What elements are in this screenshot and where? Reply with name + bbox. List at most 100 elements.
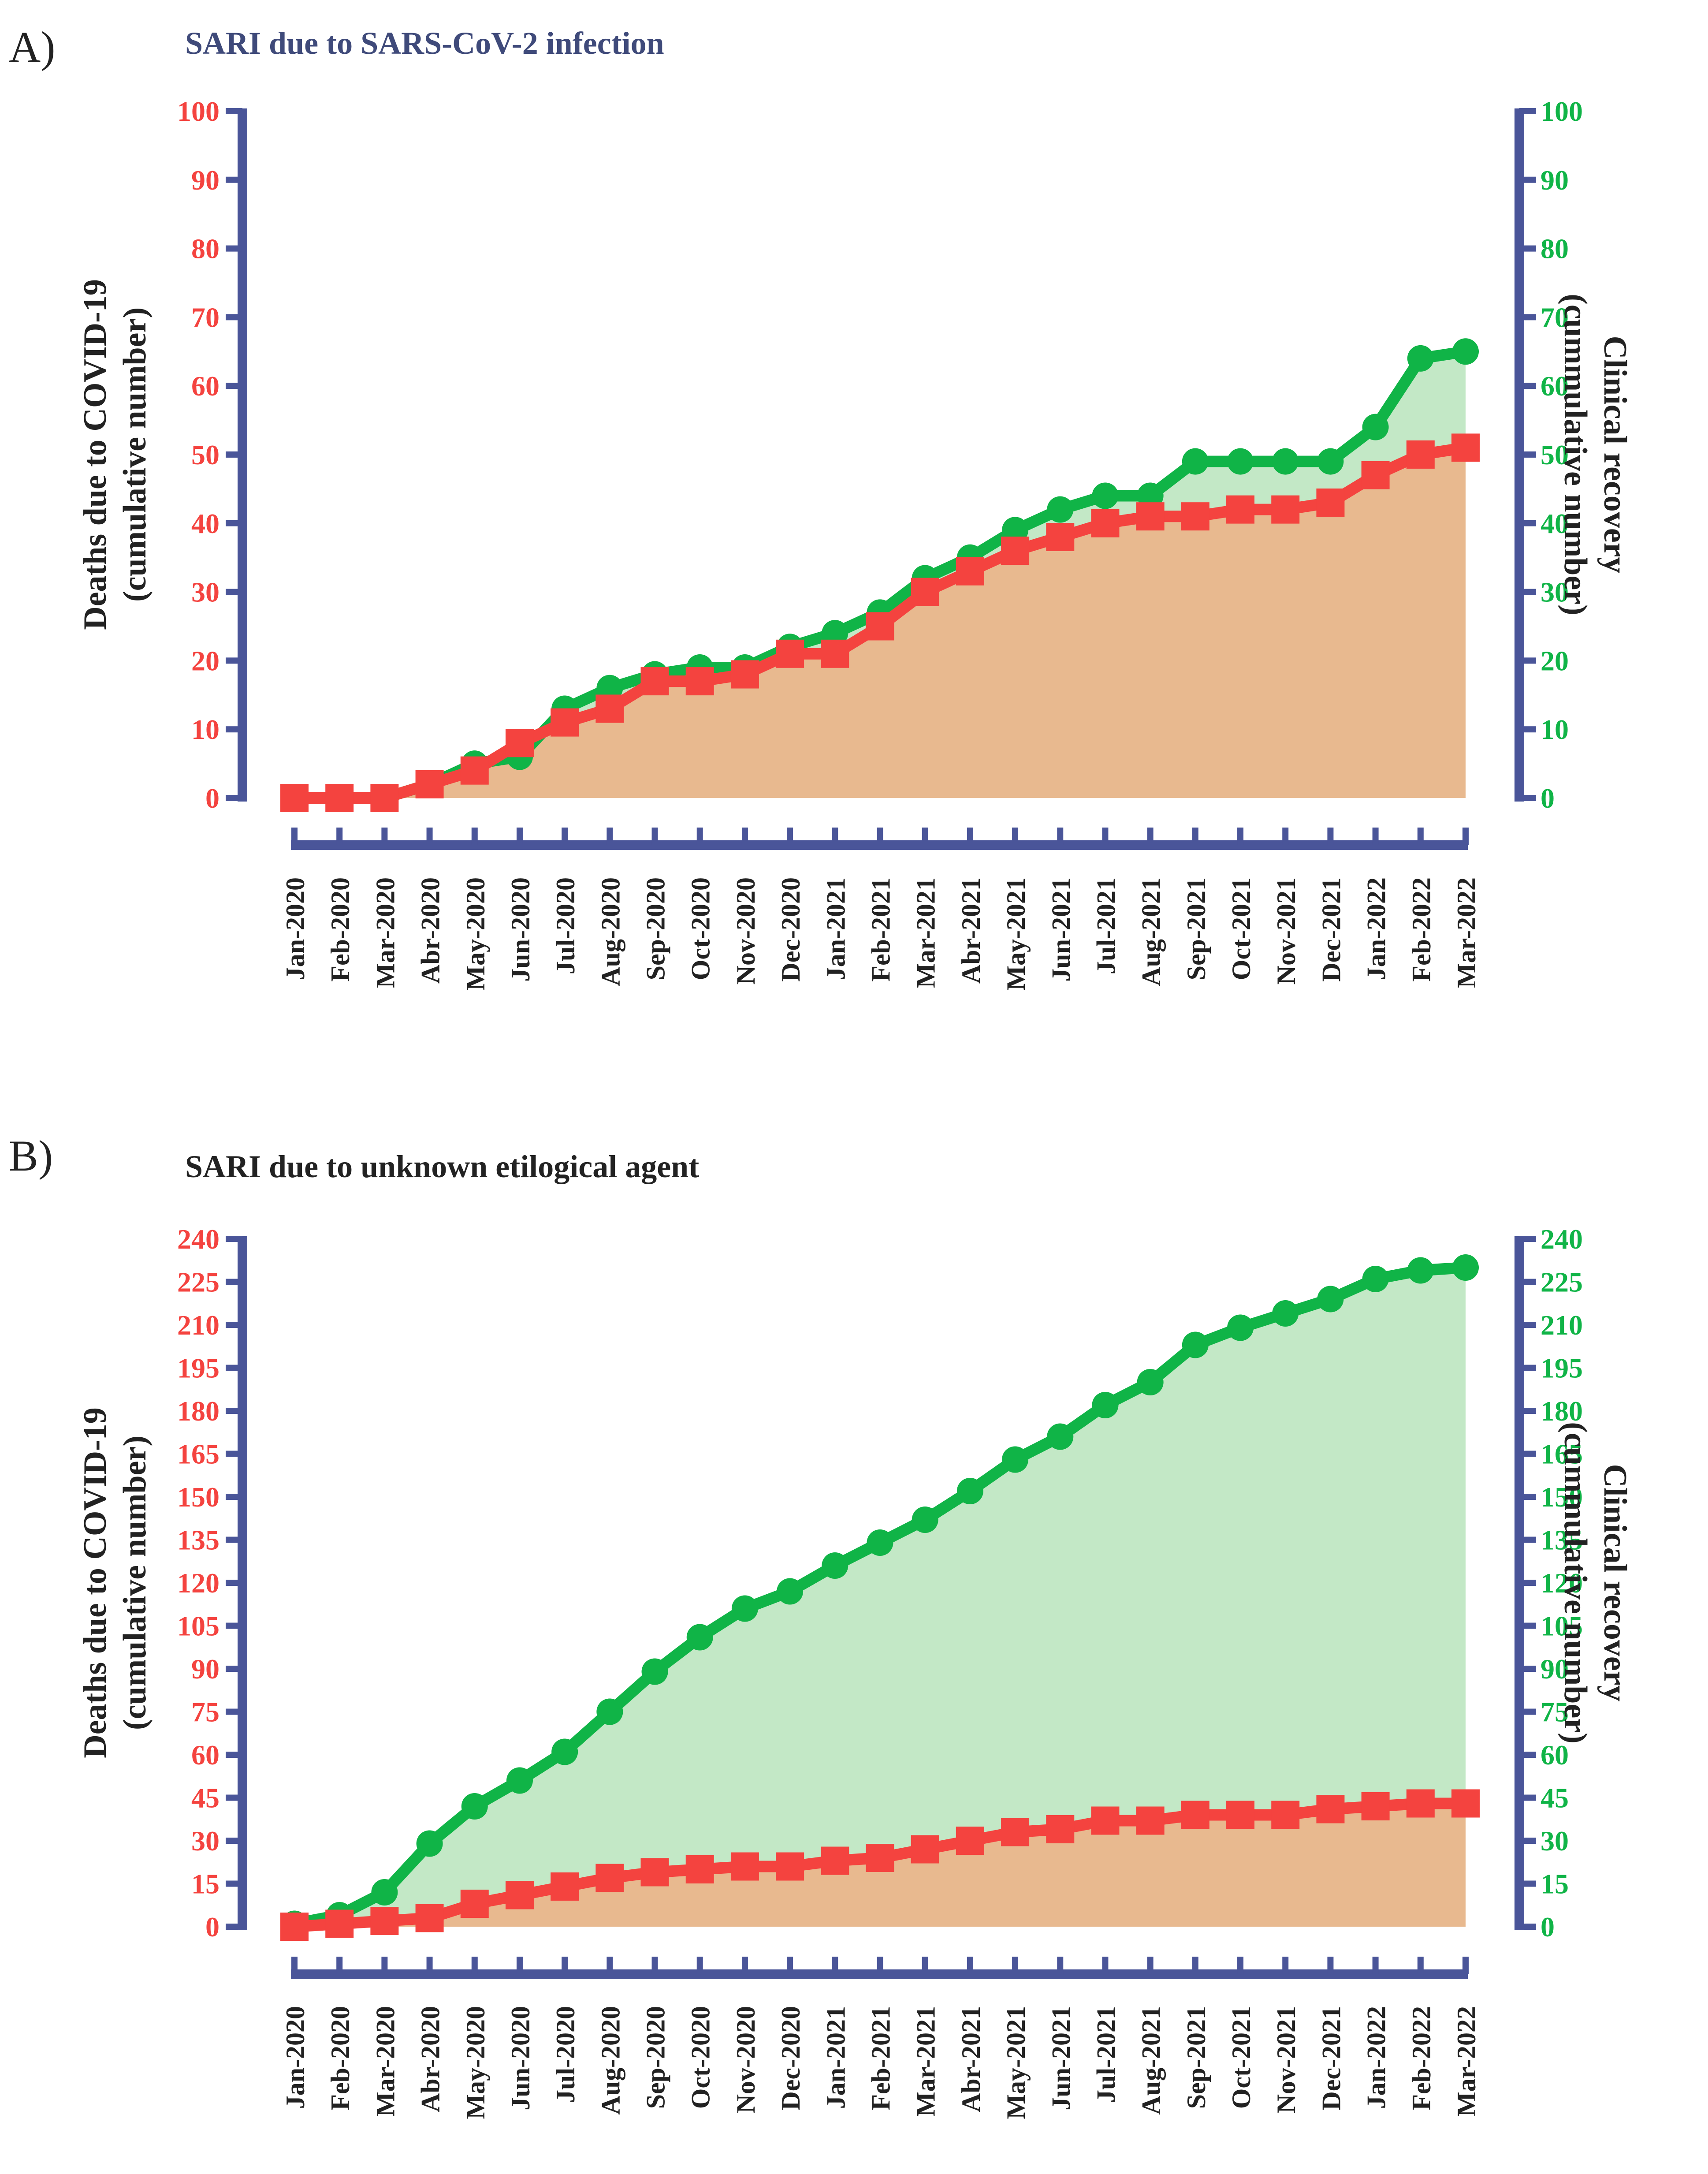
left-y-tick-label: 75: [191, 1697, 220, 1728]
right-y-tick-label: 75: [1541, 1697, 1569, 1728]
x-tick-label: Aug-2020: [596, 877, 625, 986]
left-y-axis-title: Deaths due to COVID-19: [77, 279, 113, 630]
left-y-tick-label: 0: [205, 1911, 220, 1943]
x-tick-label: Jun-2020: [506, 2006, 535, 2111]
x-tick-label: Abr-2020: [416, 2006, 445, 2112]
x-tick-label: Feb-2020: [326, 2006, 355, 2111]
deaths-point: [730, 660, 759, 689]
x-tick-label: Nov-2021: [1272, 877, 1301, 984]
x-tick-label: Sep-2020: [641, 877, 670, 980]
deaths-point: [460, 756, 489, 785]
deaths-point: [911, 578, 939, 606]
left-y-axis-subtitle: (cumulative number): [117, 1436, 153, 1730]
left-y-tick-label: 90: [191, 164, 220, 196]
left-y-tick-label: 150: [177, 1481, 220, 1513]
deaths-point: [685, 667, 714, 696]
deaths-point: [1271, 495, 1300, 524]
right-y-tick-label: 180: [1541, 1395, 1583, 1427]
recovery-point: [1092, 482, 1119, 509]
right-y-tick-label: 165: [1541, 1439, 1583, 1470]
x-tick-label: Mar-2022: [1452, 2006, 1481, 2117]
x-tick-label: Feb-2022: [1407, 2006, 1436, 2111]
recovery-point: [1317, 1286, 1344, 1313]
right-y-tick-label: 210: [1541, 1309, 1583, 1341]
x-tick-label: Jan-2022: [1362, 2006, 1391, 2109]
left-y-tick-label: 15: [191, 1868, 220, 1900]
recovery-point: [1407, 1257, 1434, 1284]
x-tick-label: May-2021: [1001, 877, 1031, 991]
recovery-point: [551, 1738, 578, 1765]
recovery-point: [1227, 448, 1254, 475]
left-y-tick-label: 100: [177, 96, 220, 127]
deaths-point: [866, 1844, 894, 1872]
left-y-tick-label: 50: [191, 439, 220, 470]
recovery-point: [731, 1595, 758, 1622]
panel-label: A): [9, 22, 56, 71]
left-y-tick-label: 20: [191, 645, 220, 676]
deaths-point: [776, 1852, 804, 1881]
deaths-point: [370, 1907, 399, 1935]
deaths-point: [640, 667, 669, 696]
right-y-tick-label: 60: [1541, 1739, 1569, 1771]
recovery-point: [371, 1879, 398, 1906]
recovery-point: [777, 1578, 804, 1605]
x-tick-label: Mar-2021: [912, 2006, 941, 2117]
deaths-point: [551, 1872, 579, 1901]
panel-label: B): [9, 1131, 53, 1180]
left-y-tick-label: 165: [177, 1439, 220, 1470]
x-tick-label: Jun-2021: [1046, 2006, 1075, 2111]
x-tick-label: Sep-2021: [1182, 877, 1211, 980]
left-y-tick-label: 135: [177, 1525, 220, 1556]
right-y-tick-label: 135: [1541, 1525, 1583, 1556]
deaths-point: [1316, 1795, 1345, 1823]
right-y-tick-label: 120: [1541, 1567, 1583, 1599]
recovery-point: [1452, 338, 1479, 365]
recovery-point: [596, 1698, 623, 1725]
deaths-point: [551, 708, 579, 737]
deaths-point: [1136, 1806, 1165, 1835]
x-tick-label: Jul-2020: [551, 877, 580, 974]
deaths-area: [294, 447, 1466, 798]
right-y-tick-label: 20: [1541, 645, 1569, 676]
x-tick-label: Aug-2021: [1137, 877, 1166, 986]
left-y-tick-label: 45: [191, 1782, 220, 1814]
left-y-tick-label: 30: [191, 577, 220, 608]
recovery-point: [867, 1529, 893, 1556]
chart-panel-a: A) SARI due to SARS-CoV-2 infection 0 0 10 10…: [9, 22, 1633, 991]
recovery-point: [1137, 1369, 1164, 1395]
x-tick-label: Dec-2020: [776, 877, 805, 982]
right-y-tick-label: 45: [1541, 1782, 1569, 1814]
deaths-point: [1136, 502, 1165, 531]
recovery-point: [416, 1830, 443, 1857]
x-tick-label: Mar-2022: [1452, 877, 1481, 988]
deaths-point: [505, 729, 534, 757]
x-tick-label: Dec-2020: [776, 2006, 805, 2111]
left-y-axis-title: Deaths due to COVID-19: [77, 1407, 113, 1758]
chart-title: SARI due to unknown etilogical agent: [185, 1149, 699, 1184]
recovery-point: [1002, 1446, 1029, 1473]
right-y-tick-label: 15: [1541, 1868, 1569, 1900]
left-y-tick-label: 30: [191, 1825, 220, 1857]
deaths-point: [1091, 509, 1120, 537]
right-y-tick-label: 30: [1541, 1825, 1569, 1857]
x-tick-label: May-2020: [461, 877, 490, 991]
deaths-point: [1181, 1801, 1209, 1829]
right-y-tick-label: 90: [1541, 164, 1569, 196]
left-y-tick-label: 80: [191, 233, 220, 265]
deaths-point: [460, 1890, 489, 1918]
deaths-point: [1046, 1815, 1075, 1843]
deaths-point: [505, 1881, 534, 1909]
deaths-point: [325, 1909, 354, 1938]
x-tick-label: Mar-2021: [912, 877, 941, 988]
x-tick-label: Aug-2021: [1137, 2006, 1166, 2115]
recovery-point: [1317, 448, 1344, 475]
x-tick-label: Jan-2020: [281, 2006, 310, 2109]
deaths-point: [956, 1827, 984, 1855]
right-y-tick-label: 100: [1541, 96, 1583, 127]
left-y-tick-label: 225: [177, 1267, 220, 1298]
right-y-tick-label: 10: [1541, 714, 1569, 745]
x-tick-label: Oct-2021: [1227, 877, 1256, 980]
recovery-point: [1272, 448, 1299, 475]
x-tick-label: Mar-2020: [371, 877, 400, 988]
